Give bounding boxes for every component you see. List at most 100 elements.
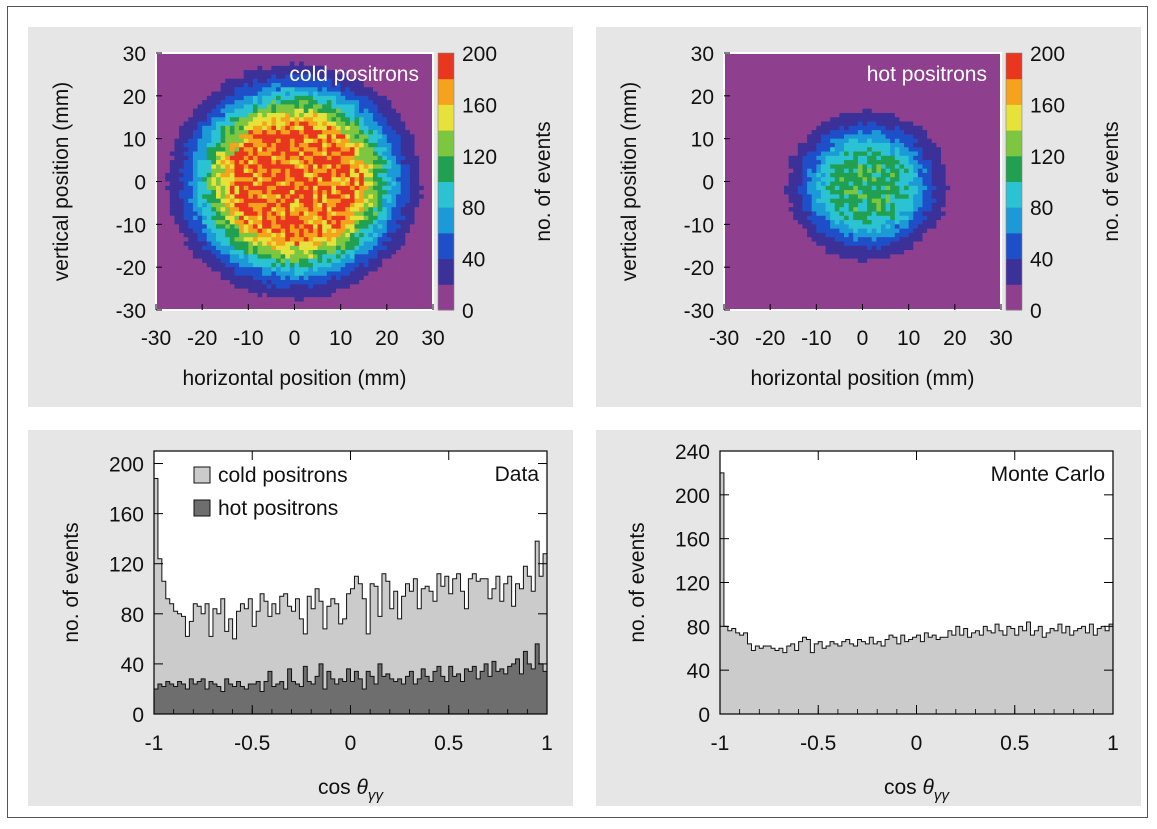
- cold-heatmap-cell: [262, 78, 268, 84]
- hot-heatmap-cell: [834, 181, 841, 187]
- cold-heatmap-cell: [243, 177, 249, 183]
- hot-heatmap-cell: [917, 228, 924, 234]
- cold-heatmap-cell: [322, 57, 328, 63]
- cold-heatmap-cell: [252, 78, 259, 84]
- cold-heatmap-cell: [225, 91, 231, 97]
- hot-heatmap-cell: [784, 168, 790, 174]
- cold-heatmap-cell: [289, 147, 296, 153]
- hot-heatmap-cell: [857, 117, 864, 123]
- cold-heatmap-cell: [179, 241, 185, 247]
- cold-heatmap-cell: [308, 70, 314, 76]
- cold-heatmap-cell: [354, 232, 360, 238]
- cold-heatmap-cell: [160, 155, 166, 161]
- cold-heatmap-cell: [248, 125, 254, 131]
- cold-heatmap-cell: [322, 151, 328, 157]
- cold-heatmap-cell: [400, 130, 406, 135]
- cold-heatmap-cell: [340, 121, 346, 127]
- hot-heatmap-cell: [885, 224, 891, 230]
- cold-heatmap-cell: [336, 74, 342, 80]
- cold-heatmap-cell: [349, 95, 356, 101]
- cold-heatmap-cell: [234, 117, 240, 123]
- cold-heatmap-cell: [340, 70, 346, 76]
- cold-heatmap-cell: [271, 160, 277, 165]
- hot-heatmap-cell: [779, 168, 785, 174]
- cold-heatmap-cell: [363, 194, 369, 200]
- cold-heatmap-cell: [211, 95, 217, 101]
- cold-heatmap-cell: [363, 198, 369, 204]
- cold-heatmap-cell: [169, 168, 176, 174]
- cold-heatmap-cell: [280, 177, 286, 183]
- hot-heatmap-cell: [816, 198, 822, 204]
- cold-heatmap-cell: [202, 194, 208, 200]
- cold-heatmap-cell: [252, 250, 259, 255]
- cold-heatmap-cell: [382, 232, 388, 238]
- cold-heatmap-cell: [294, 185, 300, 191]
- cold-heatmap-cell: [331, 108, 337, 114]
- cold-heatmap-cell: [345, 121, 351, 127]
- cold-heatmap-cell: [386, 185, 393, 191]
- cold-heatmap-cell: [382, 108, 388, 114]
- cold-heatmap-cell: [289, 61, 296, 67]
- cold-heatmap-cell: [349, 108, 356, 114]
- cold-heatmap-cell: [289, 164, 296, 170]
- cold-heatmap-cell: [368, 215, 374, 221]
- hot-heatmap-cell: [876, 254, 882, 260]
- cold-heatmap-cell: [312, 190, 319, 195]
- hot-heatmap-cell: [867, 108, 873, 114]
- hot-heatmap-cell: [885, 220, 891, 225]
- cold-heatmap-cell: [179, 220, 185, 225]
- hot-heatmap-cell: [927, 147, 933, 153]
- cold-heatmap-cell: [289, 215, 296, 221]
- cold-heatmap-cell: [243, 267, 249, 273]
- cold-heatmap-cell: [206, 82, 212, 88]
- hot-heatmap-cell: [811, 142, 817, 148]
- cold-heatmap-cell: [308, 207, 314, 213]
- cold-heatmap-cell: [326, 237, 333, 243]
- hot-heatmap-cell: [848, 177, 854, 183]
- hot-heatmap-cell: [922, 241, 928, 247]
- cold-heatmap-cell: [396, 155, 402, 161]
- cold-heatmap-cell: [179, 181, 185, 187]
- hot-heatmap-cell: [917, 125, 924, 131]
- cold-heatmap-cell: [239, 112, 245, 118]
- cold-heatmap-cell: [303, 194, 309, 200]
- hot-heatmap-cell: [839, 258, 845, 264]
- cold-heatmap-cell: [414, 147, 420, 153]
- cold-heatmap-cell: [303, 198, 309, 204]
- cold-heatmap-cell: [289, 57, 296, 63]
- cold-heatmap-cell: [262, 297, 268, 303]
- cold-heatmap-cell: [216, 280, 222, 285]
- cold-heatmap-cell: [308, 254, 314, 260]
- hot-heatmap-cell: [834, 254, 841, 260]
- cold-heatmap-cell: [294, 108, 300, 114]
- cold-heatmap-cell: [188, 160, 194, 165]
- cold-heatmap-cell: [331, 198, 337, 204]
- cold-heatmap-cell: [336, 160, 342, 165]
- hot-heatmap-cell: [867, 207, 873, 213]
- hot-heatmap-cell: [816, 232, 822, 238]
- cold-heatmap-cell: [409, 215, 416, 221]
- cold-heatmap-cell: [391, 185, 397, 191]
- cold-heatmap-cell: [331, 275, 337, 281]
- hot-heatmap-cell: [857, 190, 864, 195]
- hot-heatmap-cell: [820, 220, 827, 225]
- cold-heatmap-cell: [276, 138, 282, 144]
- cold-heatmap-cell: [317, 82, 323, 88]
- cold-heatmap-cell: [285, 138, 291, 144]
- cold-heatmap-cell: [239, 147, 245, 153]
- cold-heatmap-cell: [331, 78, 337, 84]
- hot-heatmap-cell: [871, 138, 877, 144]
- cold-heatmap-cell: [271, 74, 277, 80]
- cold-heatmap-cell: [252, 190, 259, 195]
- cold-heatmap-cell: [312, 177, 319, 183]
- x-tick-label: 0: [289, 327, 301, 350]
- cold-heatmap-cell: [303, 185, 309, 191]
- cold-heatmap-cell: [229, 112, 236, 118]
- hot-heatmap-cell: [834, 177, 841, 183]
- hot-heatmap-cell: [793, 185, 799, 191]
- cold-heatmap-cell: [377, 224, 383, 230]
- hot-heatmap-cell: [830, 121, 836, 127]
- hot-heatmap-cell: [862, 172, 868, 178]
- hot-heatmap-cell: [825, 151, 831, 157]
- cold-heatmap-cell: [197, 172, 203, 178]
